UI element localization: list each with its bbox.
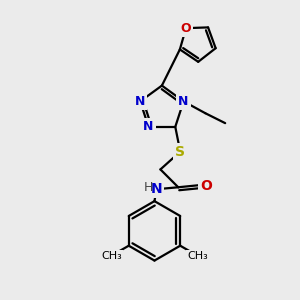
Text: N: N [178,95,189,108]
Text: O: O [200,179,212,193]
Text: N: N [135,95,146,108]
Text: O: O [181,22,191,35]
Text: CH₃: CH₃ [101,250,122,261]
Text: S: S [175,145,185,159]
Text: H: H [144,181,153,194]
Text: N: N [151,182,162,196]
Text: CH₃: CH₃ [187,250,208,261]
Text: N: N [143,120,154,133]
